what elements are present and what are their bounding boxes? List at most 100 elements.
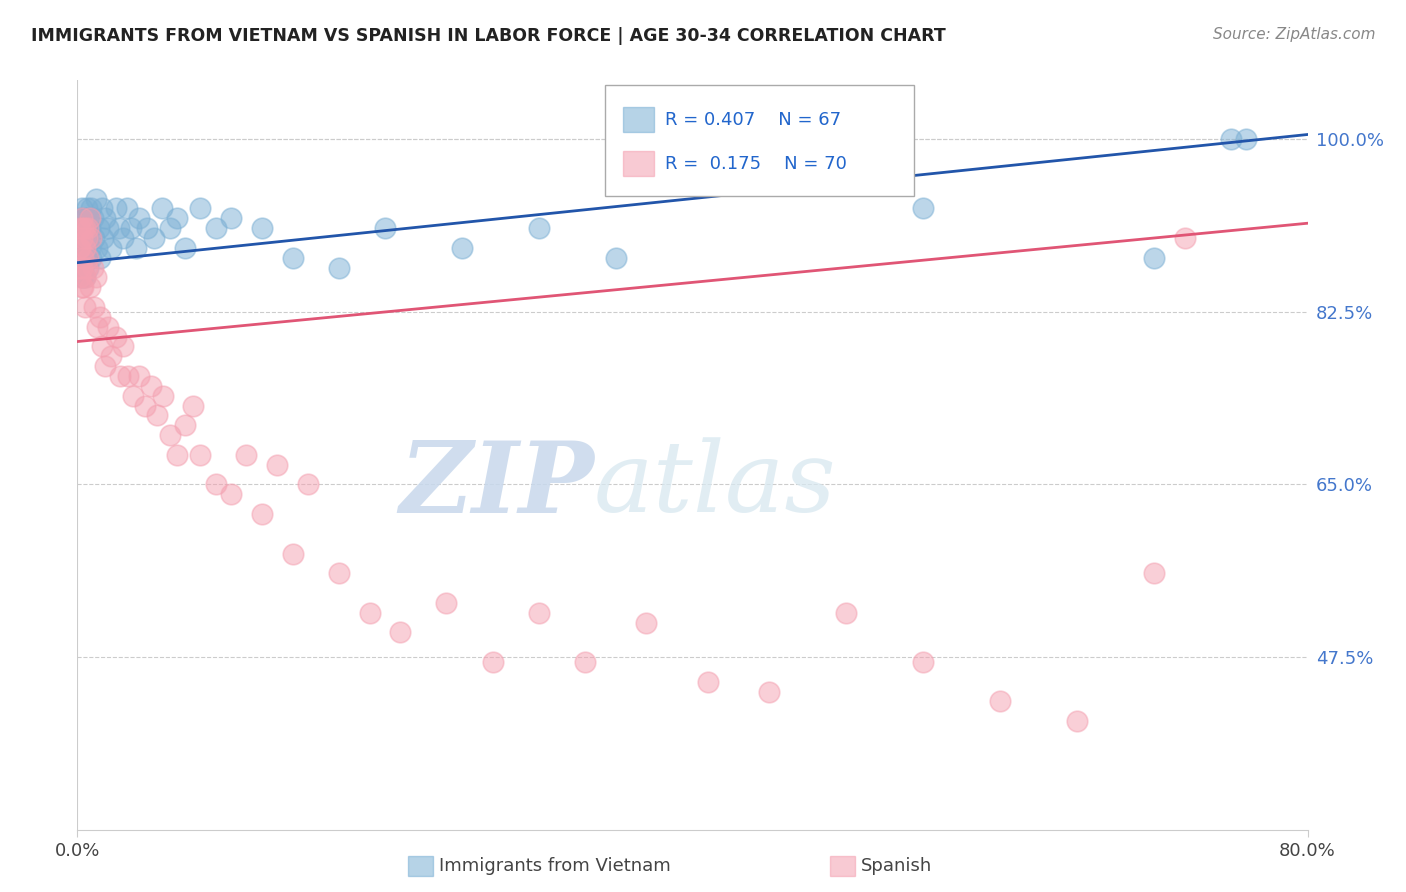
Point bbox=[77, 211, 100, 226]
Point bbox=[73, 221, 96, 235]
Text: R = 0.407    N = 67: R = 0.407 N = 67 bbox=[665, 112, 841, 129]
Point bbox=[1174, 231, 1197, 245]
Point bbox=[72, 270, 94, 285]
Point bbox=[80, 251, 103, 265]
Point bbox=[70, 231, 93, 245]
Point bbox=[219, 211, 242, 226]
Point bbox=[166, 448, 188, 462]
Point bbox=[143, 231, 166, 245]
Point bbox=[128, 369, 150, 384]
Text: IMMIGRANTS FROM VIETNAM VS SPANISH IN LABOR FORCE | AGE 30-34 CORRELATION CHART: IMMIGRANTS FROM VIETNAM VS SPANISH IN LA… bbox=[31, 27, 946, 45]
Point bbox=[146, 409, 169, 423]
Point bbox=[67, 221, 90, 235]
Point bbox=[636, 615, 658, 630]
Point bbox=[77, 221, 100, 235]
Point bbox=[1143, 251, 1166, 265]
Point bbox=[93, 231, 115, 245]
Point bbox=[135, 221, 157, 235]
Point bbox=[1234, 132, 1257, 146]
Point bbox=[166, 211, 188, 226]
Point bbox=[83, 231, 105, 245]
Point bbox=[141, 379, 163, 393]
Text: ZIP: ZIP bbox=[399, 437, 595, 533]
Point bbox=[988, 694, 1011, 708]
Text: Immigrants from Vietnam: Immigrants from Vietnam bbox=[439, 857, 671, 875]
Point bbox=[188, 448, 212, 462]
Point bbox=[481, 655, 503, 669]
Point bbox=[77, 260, 100, 275]
Point bbox=[266, 458, 288, 472]
Point bbox=[76, 260, 98, 275]
Point bbox=[1066, 714, 1088, 728]
Point bbox=[297, 477, 319, 491]
Point bbox=[73, 300, 96, 314]
Point bbox=[97, 319, 120, 334]
Point bbox=[527, 221, 550, 235]
Point bbox=[69, 211, 91, 226]
Point bbox=[86, 319, 108, 334]
Point bbox=[69, 241, 91, 255]
Point bbox=[73, 270, 96, 285]
Point bbox=[758, 684, 780, 698]
Point bbox=[219, 487, 242, 501]
Point bbox=[72, 280, 94, 294]
Text: Source: ZipAtlas.com: Source: ZipAtlas.com bbox=[1212, 27, 1375, 42]
Point bbox=[605, 251, 627, 265]
Point bbox=[82, 260, 104, 275]
Point bbox=[112, 339, 135, 353]
Point bbox=[73, 241, 96, 255]
Point bbox=[250, 221, 273, 235]
Point bbox=[436, 596, 458, 610]
Point bbox=[374, 221, 396, 235]
Point bbox=[70, 202, 93, 216]
Text: atlas: atlas bbox=[595, 437, 837, 533]
Point bbox=[83, 300, 105, 314]
Point bbox=[125, 241, 148, 255]
Point bbox=[115, 202, 138, 216]
Point bbox=[110, 369, 132, 384]
Point bbox=[69, 270, 91, 285]
Point bbox=[70, 211, 93, 226]
Point bbox=[328, 566, 350, 581]
Point bbox=[73, 251, 96, 265]
Point bbox=[120, 221, 142, 235]
Point bbox=[112, 231, 135, 245]
Point bbox=[134, 399, 156, 413]
Point bbox=[76, 202, 98, 216]
Point bbox=[121, 389, 143, 403]
Point bbox=[76, 231, 98, 245]
Point bbox=[72, 251, 94, 265]
Point bbox=[389, 625, 412, 640]
Point bbox=[82, 211, 104, 226]
Point bbox=[72, 241, 94, 255]
Point bbox=[79, 211, 101, 226]
Point bbox=[100, 349, 122, 363]
Point bbox=[73, 241, 96, 255]
Point bbox=[70, 280, 93, 294]
Point bbox=[73, 211, 96, 226]
Point bbox=[835, 606, 858, 620]
Point bbox=[86, 241, 108, 255]
Point bbox=[72, 221, 94, 235]
Point bbox=[117, 369, 139, 384]
Point bbox=[128, 211, 150, 226]
Point bbox=[328, 260, 350, 275]
Point bbox=[90, 339, 114, 353]
Point bbox=[281, 251, 304, 265]
Point bbox=[696, 674, 718, 689]
Point bbox=[188, 202, 212, 216]
Point bbox=[104, 202, 127, 216]
Point bbox=[77, 231, 100, 245]
Point bbox=[174, 241, 197, 255]
Point bbox=[159, 428, 181, 442]
Point bbox=[108, 221, 131, 235]
Point bbox=[281, 547, 304, 561]
Point bbox=[94, 211, 117, 226]
Text: R =  0.175    N = 70: R = 0.175 N = 70 bbox=[665, 155, 846, 173]
Point bbox=[450, 241, 472, 255]
Point bbox=[89, 310, 111, 324]
Point bbox=[72, 260, 94, 275]
Point bbox=[67, 241, 90, 255]
Point bbox=[73, 270, 96, 285]
Point bbox=[79, 280, 101, 294]
